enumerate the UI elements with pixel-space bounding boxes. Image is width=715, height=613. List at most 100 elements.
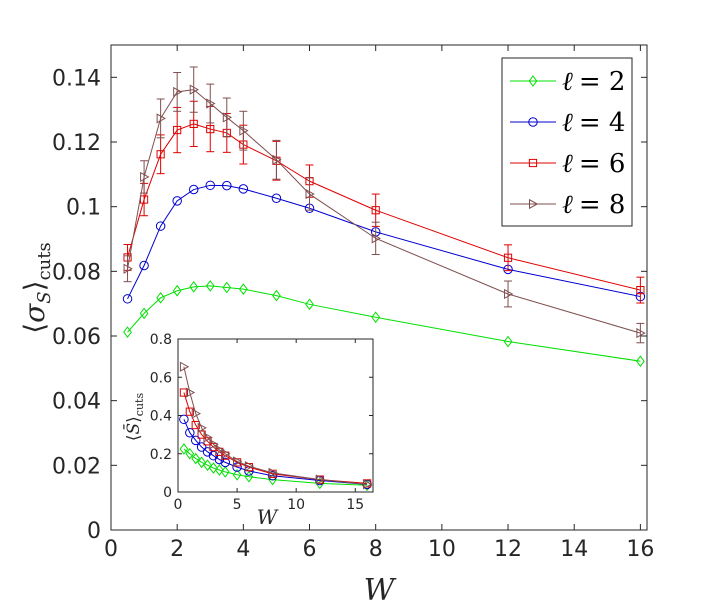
data-point xyxy=(172,284,182,297)
legend-value: = 2 xyxy=(579,67,626,97)
series-4 xyxy=(123,66,646,344)
legend-entry-1: ℓ = 2 xyxy=(510,67,625,97)
inset-y-tick-label: 0.2 xyxy=(150,447,172,463)
y-title-bracket-open: ⟨ xyxy=(18,323,51,334)
data-point xyxy=(155,221,166,231)
inset-data-point xyxy=(179,443,189,455)
inset-x-tick-label: 10 xyxy=(287,497,305,513)
data-point xyxy=(371,206,380,215)
x-tick-label: 6 xyxy=(303,537,317,562)
inset-data-point xyxy=(244,461,255,472)
legend-marker xyxy=(528,117,538,127)
data-point xyxy=(503,335,513,348)
inset-data-point xyxy=(191,452,201,465)
data-point xyxy=(239,125,249,136)
series-1 xyxy=(123,280,645,368)
x-tick-label: 16 xyxy=(626,537,654,562)
inset-data-point xyxy=(197,456,207,469)
inset-data-point xyxy=(268,467,278,478)
data-point xyxy=(205,180,216,191)
inset-data-point xyxy=(179,414,189,425)
inset-data-point xyxy=(267,470,278,481)
inset-data-point xyxy=(203,459,212,472)
inset-data-point xyxy=(185,407,194,416)
data-point xyxy=(371,311,381,324)
inset-data-point xyxy=(191,408,202,419)
inset-data-point xyxy=(197,422,207,434)
inset-y-title-bracket-open: ⟨ xyxy=(124,434,144,441)
inset-y-title-bracket-close: ⟩ xyxy=(124,416,144,423)
x-axis-title: W xyxy=(364,573,397,608)
inset-data-point xyxy=(179,361,190,372)
inset-data-point xyxy=(232,468,242,481)
x-tick-label: 4 xyxy=(236,537,250,562)
data-point xyxy=(205,280,215,292)
inset-data-point xyxy=(315,474,326,485)
inset-data-point xyxy=(244,470,254,483)
data-point xyxy=(156,292,166,304)
data-point xyxy=(504,288,514,300)
inset-data-point xyxy=(185,427,195,438)
data-point xyxy=(305,188,315,200)
legend-label: ℓ = 8 xyxy=(562,190,625,220)
y-tick-label: 0.14 xyxy=(52,66,101,91)
data-point xyxy=(189,84,200,95)
inset-data-point xyxy=(179,388,189,397)
legend-symbol: ℓ xyxy=(562,108,573,138)
x-tick-label: 0 xyxy=(104,537,118,562)
y-tick-label: 0.08 xyxy=(52,260,101,285)
y-tick-label: 0 xyxy=(87,519,101,544)
inset-data-point xyxy=(190,435,201,446)
inset-data-point xyxy=(214,464,224,476)
y-tick-label: 0.04 xyxy=(52,390,101,415)
x-tick-label: 12 xyxy=(494,537,522,562)
legend-value: = 6 xyxy=(579,149,626,179)
inset-y-title-symbol: S̄ xyxy=(122,423,144,435)
y-tick-label: 0.06 xyxy=(52,325,101,350)
inset-data-point xyxy=(196,442,207,452)
y-tick-label: 0.1 xyxy=(66,196,101,221)
y-title-subscript: S xyxy=(34,291,55,303)
legend-box xyxy=(501,57,633,227)
data-point xyxy=(636,285,645,295)
inset-data-point xyxy=(221,448,231,459)
x-tick-label: 8 xyxy=(369,537,383,562)
data-point xyxy=(272,154,282,165)
legend-marker xyxy=(529,198,539,210)
x-tick-label: 14 xyxy=(560,537,588,562)
legend: ℓ = 2ℓ = 4ℓ = 6ℓ = 8 xyxy=(501,57,633,227)
legend-entry-2: ℓ = 4 xyxy=(510,108,625,138)
x-tick-label: 10 xyxy=(428,537,456,562)
inset-series-line xyxy=(183,366,368,485)
inset-data-point xyxy=(220,466,230,478)
inset-y-title-subscript-cuts: cuts xyxy=(133,393,146,417)
legend-marker xyxy=(528,158,538,168)
data-point xyxy=(123,326,132,338)
legend-entry-3: ℓ = 6 xyxy=(510,149,625,179)
data-point xyxy=(140,171,150,183)
inset-data-point xyxy=(315,477,325,490)
data-point xyxy=(188,184,199,195)
inset-x-axis-title: W xyxy=(257,505,279,529)
data-point xyxy=(222,281,232,294)
data-point xyxy=(122,294,133,304)
series-line xyxy=(127,285,641,362)
inset-y-tick-label: 0.6 xyxy=(150,370,172,386)
data-point xyxy=(173,125,182,135)
data-point xyxy=(123,263,133,274)
inset-x-tick-label: 5 xyxy=(233,497,242,513)
inset-data-point xyxy=(215,444,225,456)
inset-data-point xyxy=(220,457,231,468)
y-title-subscript-cuts: cuts xyxy=(34,242,55,280)
inset-x-tick-label: 15 xyxy=(346,497,364,513)
data-point xyxy=(503,253,513,262)
legend-symbol: ℓ xyxy=(562,149,573,179)
legend-symbol: ℓ xyxy=(562,190,573,220)
data-point xyxy=(272,289,281,302)
data-point xyxy=(189,119,198,128)
data-point xyxy=(371,233,381,244)
inset-data-point xyxy=(363,479,373,490)
data-point xyxy=(139,307,149,320)
y-tick-label: 0.02 xyxy=(52,454,101,479)
